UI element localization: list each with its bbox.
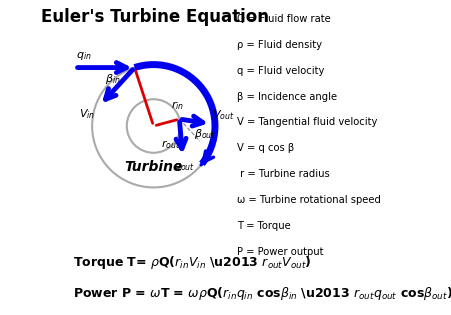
- Text: T = Torque: T = Torque: [236, 221, 290, 231]
- Text: $\beta_{in}$: $\beta_{in}$: [105, 72, 120, 86]
- Text: $q_{in}$: $q_{in}$: [76, 50, 92, 62]
- Text: Turbine: Turbine: [124, 160, 182, 174]
- Text: ρ = Fluid density: ρ = Fluid density: [236, 40, 321, 50]
- Text: q = Fluid velocity: q = Fluid velocity: [236, 66, 324, 76]
- Text: V = Tangential fluid velocity: V = Tangential fluid velocity: [236, 117, 377, 128]
- Text: ω = Turbine rotational speed: ω = Turbine rotational speed: [236, 195, 380, 205]
- Text: r = Turbine radius: r = Turbine radius: [236, 169, 329, 179]
- Text: $r_{out}$: $r_{out}$: [161, 138, 180, 151]
- Text: Q = Fluid flow rate: Q = Fluid flow rate: [236, 14, 330, 24]
- Text: $V_{out}$: $V_{out}$: [212, 108, 235, 122]
- Text: Torque T= $\rho$Q($r_{in}V_{in}$ \u2013 $r_{out}V_{out}$): Torque T= $\rho$Q($r_{in}V_{in}$ \u2013 …: [73, 254, 311, 271]
- Text: $\beta_{out}$: $\beta_{out}$: [193, 127, 215, 141]
- Text: P = Power output: P = Power output: [236, 247, 323, 257]
- Text: β = Incidence angle: β = Incidence angle: [236, 92, 336, 102]
- Text: $r_{in}$: $r_{in}$: [170, 99, 184, 112]
- Text: $q_{out}$: $q_{out}$: [173, 161, 195, 173]
- Text: Power P = $\omega$T = $\omega\rho$Q($r_{in}q_{in}$ cos$\beta_{in}$ \u2013 $r_{ou: Power P = $\omega$T = $\omega\rho$Q($r_{…: [73, 285, 451, 302]
- Text: Euler's Turbine Equation: Euler's Turbine Equation: [41, 8, 268, 26]
- Text: V = q cos β: V = q cos β: [236, 143, 294, 153]
- Text: $V_{in}$: $V_{in}$: [79, 107, 95, 121]
